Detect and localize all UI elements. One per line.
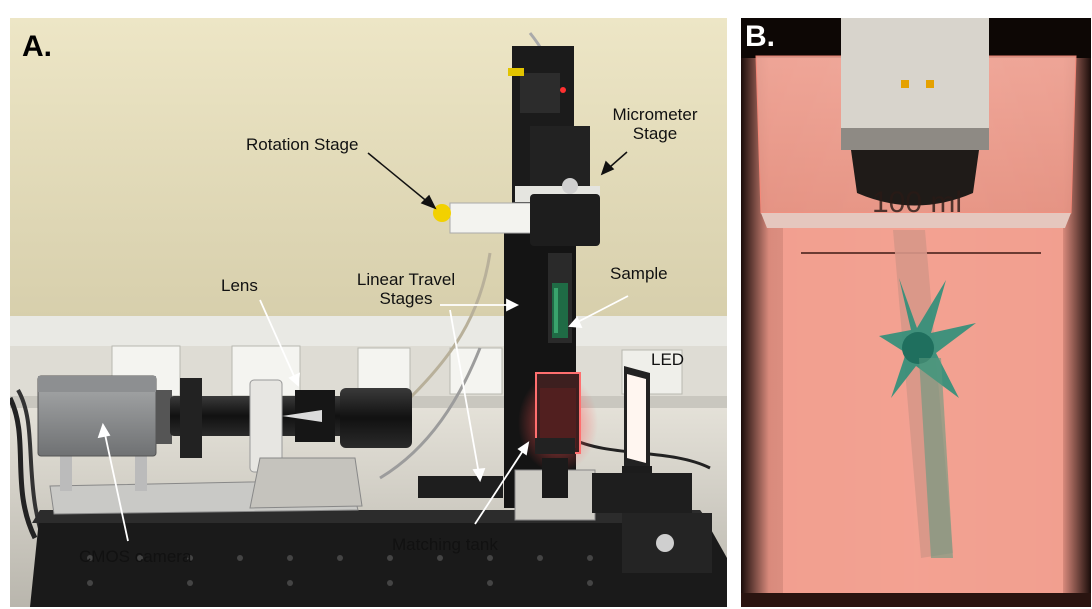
lens-label: Lens [221,276,258,295]
cmos-camera-label: CMOS camera [79,547,192,566]
panel-a-tag: A. [22,30,52,63]
panel-b-tag: B. [745,20,775,53]
panel-b-photo: 100 ml B. [741,18,1091,607]
micrometer-stage-label: Micrometer Stage [612,105,698,143]
sample-closeup-illustration: 100 ml [741,18,1091,607]
matching-tank-label: Matching tank [392,535,498,554]
beaker-marking: 100 ml [872,186,962,219]
sample-label: Sample [610,264,668,283]
linear-travel-stages-label: Linear Travel Stages [356,270,456,308]
led-label: LED [651,350,685,369]
rotation-stage-label: Rotation Stage [246,135,359,154]
panel-a-photo: A. Rotation Stage Micrometer Stage Linea… [10,18,727,607]
apparatus-illustration [10,18,727,607]
